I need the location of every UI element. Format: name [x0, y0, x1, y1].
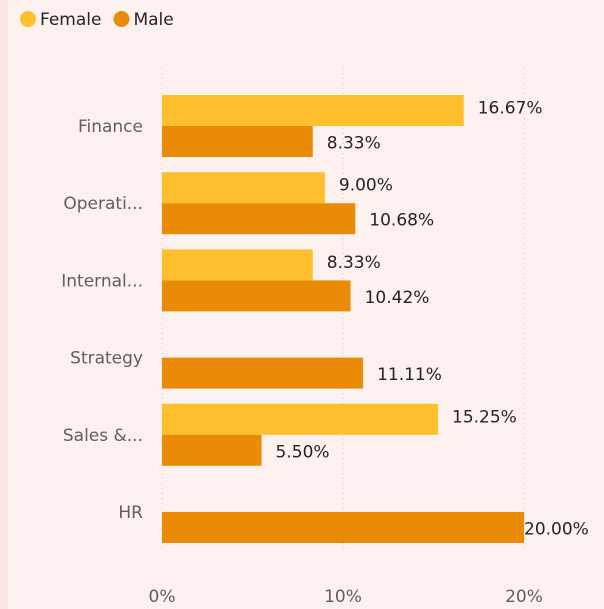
value-label: 5.50% — [276, 442, 330, 462]
left-strip — [0, 0, 8, 609]
value-label: 16.67% — [478, 99, 543, 119]
legend-label: Male — [133, 10, 173, 30]
value-label: 10.68% — [369, 211, 434, 231]
bar — [162, 203, 356, 235]
value-label: 8.33% — [327, 134, 381, 154]
value-label: 8.33% — [327, 253, 381, 273]
y-tick-label: HR — [118, 503, 143, 523]
y-tick-label: Internal... — [61, 271, 143, 291]
value-label: 15.25% — [452, 407, 517, 427]
bar — [162, 172, 325, 204]
y-tick-label: Strategy — [70, 349, 143, 369]
bar — [162, 126, 313, 157]
x-tick-label: 0% — [149, 587, 176, 607]
bar — [162, 95, 464, 126]
bar — [162, 280, 351, 312]
value-label: 10.42% — [365, 288, 430, 308]
bar — [162, 512, 524, 543]
value-label: 11.11% — [377, 365, 442, 385]
y-tick-label: Finance — [78, 117, 143, 137]
x-tick-label: 20% — [505, 587, 543, 607]
legend-marker — [20, 11, 36, 27]
x-tick-label: 10% — [324, 587, 362, 607]
legend-label: Female — [40, 10, 101, 30]
bar — [162, 434, 262, 466]
legend-marker — [113, 11, 130, 27]
bar — [162, 403, 439, 435]
value-label: 9.00% — [339, 176, 393, 196]
bar — [162, 357, 364, 389]
bar — [162, 249, 313, 281]
y-tick-label: Operati... — [63, 194, 143, 214]
value-label: 20.00% — [524, 520, 589, 540]
y-tick-label: Sales &... — [63, 426, 143, 446]
